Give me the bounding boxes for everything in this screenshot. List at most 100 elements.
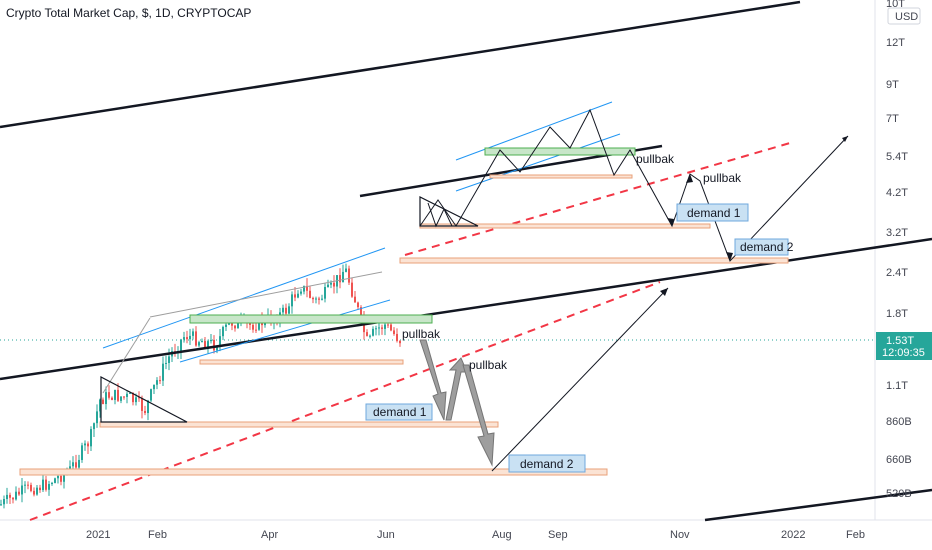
pullback-label-3: pullbak [636, 152, 675, 166]
candle-body [111, 397, 113, 400]
projected-triangle[interactable] [419, 196, 479, 227]
pullback-label-2: pullbak [469, 358, 508, 372]
candle-body [39, 487, 41, 491]
y-tick: 5.4T [886, 151, 908, 163]
candle-body [99, 399, 101, 412]
candle-body [60, 475, 62, 482]
candle-body [144, 410, 146, 414]
candle-body [117, 389, 119, 401]
candle-body [147, 400, 149, 414]
grey-arrow-drop-2 [462, 364, 495, 467]
candle-body [210, 339, 212, 342]
candle-body [339, 275, 341, 283]
upper-dashed-trendline[interactable] [404, 142, 791, 256]
demand-1-lower-label: demand 1 [373, 405, 427, 419]
channel-lower-line [179, 299, 391, 363]
candle-body [375, 328, 377, 330]
candle-body [78, 459, 80, 468]
lower-dashed-trendline[interactable] [29, 281, 661, 521]
candle-body [207, 341, 209, 349]
projected-triangle-zigzag [427, 202, 453, 228]
candle-body [360, 307, 362, 316]
candle-body [30, 484, 32, 491]
candle-body [63, 473, 65, 482]
y-tick: 1.8T [886, 308, 908, 320]
candle-body [102, 399, 104, 405]
candle-body [15, 491, 17, 500]
demand-2-lower-box[interactable] [508, 454, 586, 473]
y-tick: 520B [886, 488, 912, 500]
demand-zone-2-lower[interactable] [19, 468, 608, 476]
candle-body [195, 331, 197, 346]
projected-small-zone[interactable] [489, 174, 633, 179]
x-tick: Jun [377, 529, 395, 541]
rally-arrowhead [660, 288, 668, 296]
demand-1-lower-box[interactable] [365, 403, 433, 421]
demand-zone-1-lower[interactable] [99, 421, 499, 428]
candle-body [348, 268, 350, 283]
candle-body [303, 285, 305, 292]
candle-body [321, 298, 323, 300]
channel-upper-line [102, 247, 386, 349]
y-tick: 3.2T [886, 227, 908, 239]
pullback-label-1: pullbak [402, 327, 441, 341]
candle-body [309, 290, 311, 298]
candle-body [0, 504, 2, 506]
candle-body [234, 325, 236, 329]
candle-body [300, 291, 302, 294]
y-tick: 7T [886, 113, 899, 125]
candle-body [387, 324, 389, 326]
candle-body [33, 490, 35, 495]
x-tick: Sep [548, 529, 568, 541]
candle-body [327, 284, 329, 288]
candle-body [324, 287, 326, 299]
pullback-label-4: pullbak [703, 171, 742, 185]
x-tick: Aug [492, 529, 512, 541]
candle-body [255, 329, 257, 331]
y-axis[interactable]: 10T USD 12T 9T 7T 5.4T 4.2T 3.2T 2.4T 1.… [886, 0, 921, 500]
demand-zone-2-upper[interactable] [399, 257, 789, 264]
candle-body [123, 396, 125, 398]
candle-body [141, 398, 143, 411]
current-price-tag[interactable] [876, 332, 932, 360]
candle-body [93, 423, 95, 430]
candle-body [393, 330, 395, 334]
x-tick: Nov [670, 529, 690, 541]
historical-triangle[interactable] [100, 376, 188, 423]
long-term-upper-trendline[interactable] [0, 0, 801, 129]
candle-body [36, 487, 38, 495]
x-tick: 2021 [86, 529, 110, 541]
projected-price-path[interactable] [419, 108, 849, 262]
candle-body [291, 294, 293, 307]
candle-body [165, 362, 167, 364]
demand-2-upper-box[interactable] [734, 238, 789, 256]
arrowhead-pullback [686, 174, 693, 183]
candle-body [9, 494, 11, 498]
currency-box[interactable] [887, 7, 921, 25]
candle-body [135, 397, 137, 403]
candle-body [216, 346, 218, 351]
candle-body [399, 340, 401, 344]
demand-1-upper-label: demand 1 [687, 206, 741, 220]
candle-body [198, 342, 200, 346]
historical-resistance-zone[interactable] [189, 314, 433, 324]
rally-arrow-line[interactable] [491, 287, 669, 472]
candle-body [87, 443, 89, 447]
demand-1-upper-box[interactable] [676, 203, 749, 222]
long-term-lower-trendline[interactable] [704, 488, 932, 522]
x-axis[interactable]: 2021 Feb Apr Jun Aug Sep Nov 2022 Feb [86, 529, 865, 541]
candle-body [252, 324, 254, 330]
projected-resistance-zone[interactable] [484, 147, 636, 156]
candle-body [315, 298, 317, 300]
arrowhead-demand-1 [667, 218, 674, 226]
candle-body [204, 341, 206, 349]
candle-body [345, 268, 347, 272]
recent-low-zone[interactable] [199, 359, 404, 365]
candle-body [237, 319, 239, 329]
candle-body [54, 478, 56, 483]
candle-body [27, 484, 29, 486]
candle-body [384, 324, 386, 329]
candle-body [180, 339, 182, 352]
candle-body [150, 389, 152, 401]
